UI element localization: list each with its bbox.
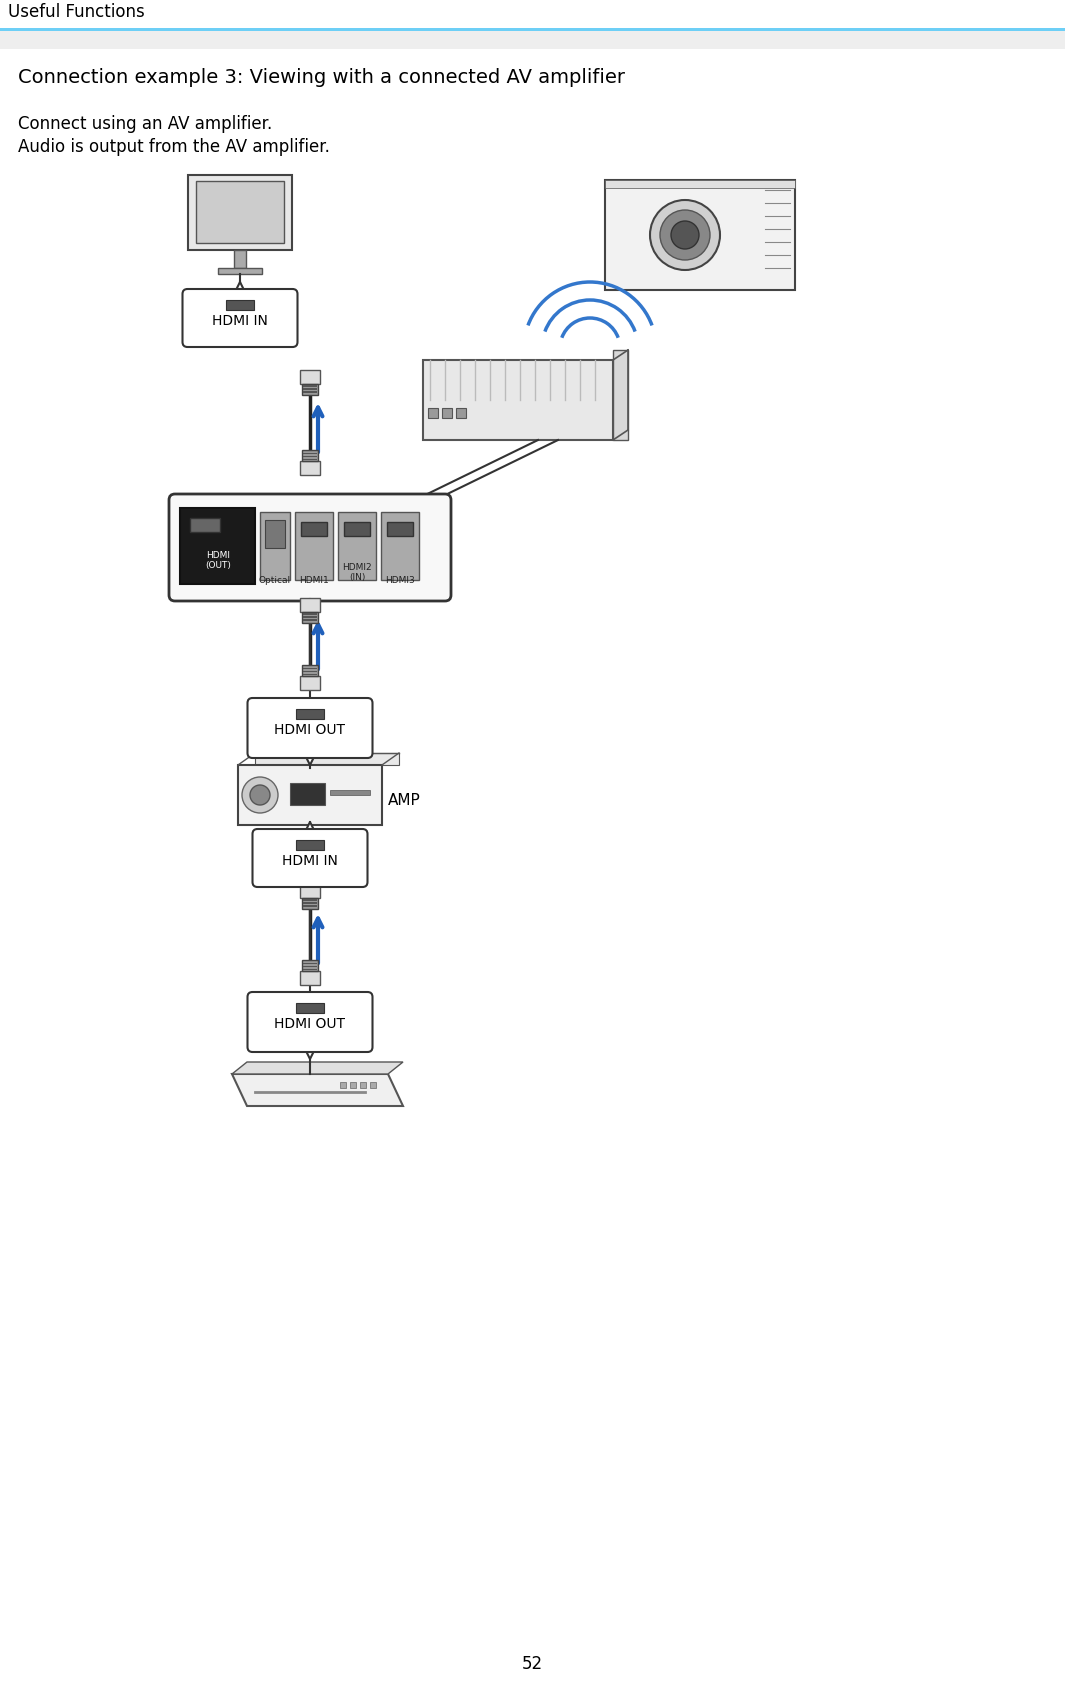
Bar bbox=[300, 461, 320, 476]
Bar bbox=[0, 29, 1065, 30]
Bar bbox=[387, 521, 413, 536]
Bar bbox=[300, 597, 320, 612]
FancyBboxPatch shape bbox=[169, 494, 450, 601]
Bar bbox=[260, 511, 290, 580]
Circle shape bbox=[660, 209, 710, 260]
Circle shape bbox=[650, 201, 720, 270]
Bar bbox=[300, 676, 320, 690]
Bar bbox=[302, 665, 318, 676]
Text: HDMI OUT: HDMI OUT bbox=[275, 1017, 345, 1031]
Bar bbox=[265, 520, 285, 548]
Bar bbox=[296, 709, 324, 719]
Bar bbox=[613, 349, 628, 440]
Bar bbox=[300, 369, 320, 383]
Polygon shape bbox=[234, 282, 246, 294]
Bar bbox=[302, 450, 318, 461]
Text: HDMI3: HDMI3 bbox=[386, 575, 415, 585]
Polygon shape bbox=[304, 822, 316, 833]
FancyBboxPatch shape bbox=[247, 992, 373, 1053]
Bar bbox=[360, 1081, 366, 1088]
Text: 52: 52 bbox=[522, 1655, 542, 1674]
Bar bbox=[190, 518, 220, 531]
Text: HDMI
(OUT): HDMI (OUT) bbox=[206, 550, 231, 570]
Bar bbox=[370, 1081, 376, 1088]
Bar bbox=[226, 300, 253, 310]
Bar bbox=[423, 359, 613, 440]
Bar bbox=[301, 521, 327, 536]
Text: HDMI2
(IN): HDMI2 (IN) bbox=[342, 562, 372, 582]
Bar bbox=[290, 783, 325, 805]
Bar bbox=[0, 30, 1065, 49]
Text: AMP: AMP bbox=[388, 793, 421, 808]
Bar bbox=[234, 250, 246, 268]
Bar bbox=[237, 764, 382, 825]
Text: HDMI OUT: HDMI OUT bbox=[275, 724, 345, 737]
Circle shape bbox=[671, 221, 699, 250]
Text: HDMI IN: HDMI IN bbox=[282, 854, 338, 869]
Bar bbox=[302, 383, 318, 395]
Bar bbox=[255, 752, 399, 764]
Circle shape bbox=[242, 778, 278, 813]
Polygon shape bbox=[218, 268, 262, 273]
FancyBboxPatch shape bbox=[252, 828, 367, 887]
Text: HDMI1: HDMI1 bbox=[299, 575, 329, 585]
Bar bbox=[442, 408, 452, 418]
Bar bbox=[302, 897, 318, 909]
Bar bbox=[300, 972, 320, 985]
Bar bbox=[180, 508, 255, 584]
Bar bbox=[302, 612, 318, 623]
Bar bbox=[340, 1081, 346, 1088]
Bar bbox=[296, 840, 324, 850]
Text: Optical: Optical bbox=[259, 575, 291, 585]
FancyBboxPatch shape bbox=[182, 288, 297, 348]
Bar bbox=[296, 1004, 324, 1012]
Bar bbox=[330, 790, 370, 795]
Bar bbox=[189, 175, 292, 250]
Polygon shape bbox=[232, 1063, 403, 1075]
Bar bbox=[295, 511, 333, 580]
Text: HDMI IN: HDMI IN bbox=[212, 314, 268, 327]
Circle shape bbox=[250, 784, 271, 805]
Bar bbox=[605, 181, 794, 187]
Bar bbox=[300, 884, 320, 897]
Text: Connect using an AV amplifier.: Connect using an AV amplifier. bbox=[18, 115, 273, 133]
Bar bbox=[344, 521, 370, 536]
Text: Useful Functions: Useful Functions bbox=[9, 3, 145, 20]
Polygon shape bbox=[232, 1075, 403, 1107]
Bar bbox=[456, 408, 466, 418]
Polygon shape bbox=[304, 1048, 316, 1059]
Bar bbox=[196, 181, 284, 243]
Bar bbox=[428, 408, 438, 418]
Text: Connection example 3: Viewing with a connected AV amplifier: Connection example 3: Viewing with a con… bbox=[18, 67, 625, 88]
Polygon shape bbox=[304, 752, 316, 764]
Text: Audio is output from the AV amplifier.: Audio is output from the AV amplifier. bbox=[18, 138, 330, 155]
FancyBboxPatch shape bbox=[247, 698, 373, 757]
Bar bbox=[302, 960, 318, 972]
Bar bbox=[605, 181, 794, 290]
Bar bbox=[381, 511, 419, 580]
Bar bbox=[338, 511, 376, 580]
Bar bbox=[350, 1081, 356, 1088]
